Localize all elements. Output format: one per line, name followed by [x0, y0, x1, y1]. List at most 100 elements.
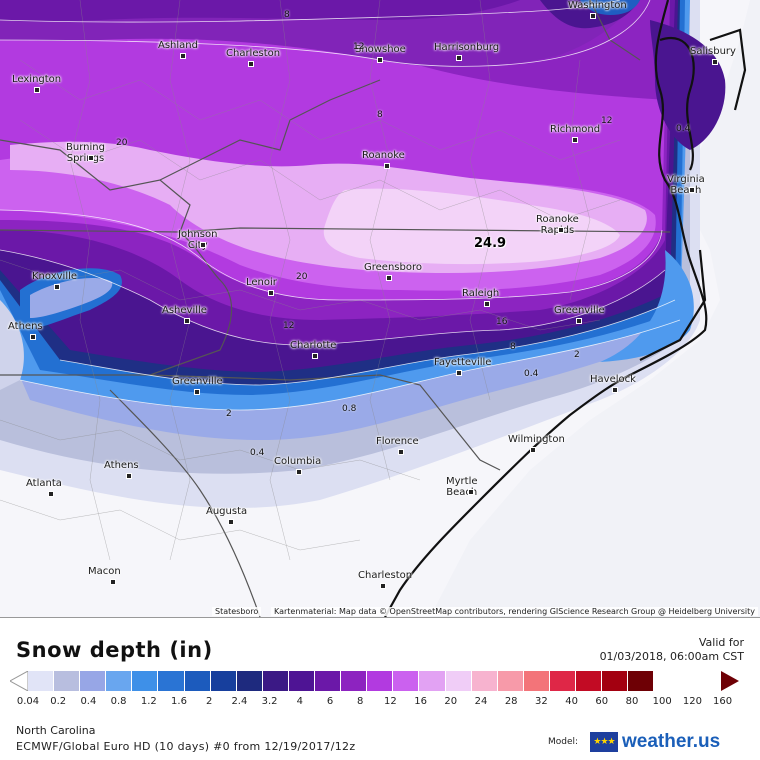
- scale-tick-label: 6: [326, 696, 334, 707]
- city-marker: [180, 53, 186, 59]
- city-marker: [530, 447, 536, 453]
- scale-tick-label: 12: [384, 696, 397, 707]
- contour-value-label: 2: [574, 350, 580, 360]
- city-marker: [34, 87, 40, 93]
- contour-value-label: 8: [377, 110, 383, 120]
- partial-city-label: Statesboro: [212, 607, 262, 616]
- city-marker: [110, 579, 116, 585]
- city-marker: [200, 242, 206, 248]
- color-scale-swatch: [210, 671, 237, 691]
- scale-tick-label: 32: [535, 696, 548, 707]
- brand-logo[interactable]: ★★★ weather.us: [590, 731, 720, 753]
- city-marker: [558, 227, 564, 233]
- color-scale-swatch: [28, 671, 55, 691]
- city-label: Greenville: [554, 305, 605, 316]
- city-label: Athens: [8, 321, 43, 332]
- city-label: Snowshoe: [355, 44, 406, 55]
- contour-value-label: 0.4: [250, 448, 265, 458]
- color-scale-swatch: [54, 671, 81, 691]
- scale-tick-label: 4: [296, 696, 303, 707]
- city-label: Charlotte: [290, 340, 337, 351]
- color-scale-swatch: [262, 671, 289, 691]
- city-label: Myrtle Beach: [446, 476, 478, 498]
- city-marker: [689, 187, 695, 193]
- scale-tick-label: 28: [504, 696, 518, 707]
- contour-value-label: 0.4: [524, 369, 539, 379]
- eu-flag-icon: ★★★: [590, 732, 618, 752]
- city-label: Florence: [376, 436, 419, 447]
- city-marker: [380, 583, 386, 589]
- scale-tick-label: 0.04: [16, 696, 40, 707]
- city-label: Raleigh: [462, 288, 500, 299]
- valid-time-block: Valid for 01/03/2018, 06:00am CST: [600, 636, 744, 664]
- scale-tick-label: 20: [444, 696, 458, 707]
- max-snow-depth-label: 24.9: [474, 236, 507, 251]
- city-marker: [398, 449, 404, 455]
- color-scale: [10, 671, 750, 691]
- city-label: Charleston: [226, 48, 281, 59]
- contour-value-label: 0.4: [676, 124, 691, 134]
- city-label: RoanokeRapids: [536, 214, 579, 236]
- city-label: Columbia: [274, 456, 322, 467]
- city-label: Washington: [568, 0, 627, 11]
- scale-tick-label: 80: [625, 696, 639, 707]
- color-scale-swatch: [445, 671, 472, 691]
- color-scale-swatch: [497, 671, 524, 691]
- color-scale-ticks: 0.04 0.2 0.4 0.8 1.2 1.6 2 2.4 3.2 4 6 8 12 16 20 24 28 3…: [0, 696, 760, 710]
- city-label: Greenville: [172, 376, 223, 387]
- city-label: Burning Springs: [66, 142, 105, 164]
- city-marker: [296, 469, 302, 475]
- city-marker: [312, 353, 318, 359]
- color-scale-swatch: [341, 671, 368, 691]
- city-label: Salisbury: [690, 46, 736, 57]
- city-label: Lenoir: [246, 277, 277, 288]
- city-marker: [590, 13, 596, 19]
- city-marker: [54, 284, 60, 290]
- city-marker: [184, 318, 190, 324]
- color-scale-swatch: [236, 671, 263, 691]
- contour-value-label: 20: [296, 272, 308, 282]
- city-label: Augusta: [206, 506, 248, 517]
- color-scale-swatch: [523, 671, 550, 691]
- city-label: Lexington: [12, 74, 62, 85]
- color-scale-swatch: [471, 671, 498, 691]
- scale-tick-label: 1.2: [140, 696, 157, 707]
- scale-tick-label: 160: [713, 696, 733, 707]
- scale-tick-label: 120: [682, 696, 702, 707]
- contour-value-label: 12: [601, 116, 613, 126]
- city-marker: [30, 334, 36, 340]
- color-scale-swatch: [549, 671, 576, 691]
- city-label: Asheville: [162, 305, 207, 316]
- color-scale-swatch: [602, 671, 629, 691]
- city-label: Ashland: [158, 40, 198, 51]
- color-scale-swatch: [315, 671, 342, 691]
- color-scale-swatch: [132, 671, 159, 691]
- scale-tick-label: 3.2: [261, 696, 278, 707]
- scale-tick-label: 1.6: [171, 696, 187, 707]
- city-label: Richmond: [550, 124, 601, 135]
- scale-tick-label: 16: [414, 696, 427, 707]
- contour-value-label: 2: [226, 409, 232, 419]
- brand-name: weather.us: [622, 731, 721, 752]
- snow-depth-map[interactable]: Ashland Charleston Snowshoe Harrisonburg Was…: [0, 0, 760, 618]
- model-label: Model:: [548, 737, 579, 747]
- scale-tick-label: 24: [474, 696, 488, 707]
- scale-tick-label: 2.4: [231, 696, 248, 707]
- city-label: Virginia Beach: [667, 174, 705, 196]
- city-marker: [268, 290, 274, 296]
- city-label: Roanoke: [362, 150, 405, 161]
- city-marker: [384, 163, 390, 169]
- color-scale-swatch: [184, 671, 211, 691]
- city-marker: [468, 489, 474, 495]
- scale-tick-label: 0.2: [50, 696, 67, 707]
- city-marker: [484, 301, 490, 307]
- color-scale-swatch: [106, 671, 133, 691]
- city-label: Havelock: [590, 374, 636, 385]
- region-name: North Carolina: [16, 724, 96, 737]
- color-scale-swatch: [80, 671, 107, 691]
- city-label: Athens: [104, 460, 139, 471]
- map-attribution: Kartenmaterial: Map data © OpenStreetMap…: [270, 607, 758, 616]
- color-scale-swatch: [419, 671, 446, 691]
- color-scale-swatch: [575, 671, 603, 691]
- contour-value-label: 8: [510, 342, 516, 352]
